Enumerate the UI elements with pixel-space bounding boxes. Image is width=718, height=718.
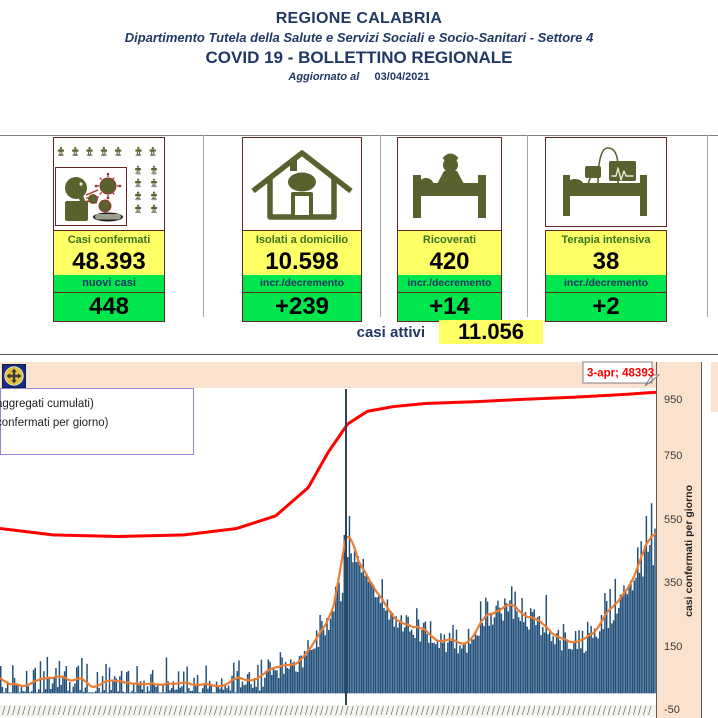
svg-text:3-apr; 48393: 3-apr; 48393 [587,368,654,380]
